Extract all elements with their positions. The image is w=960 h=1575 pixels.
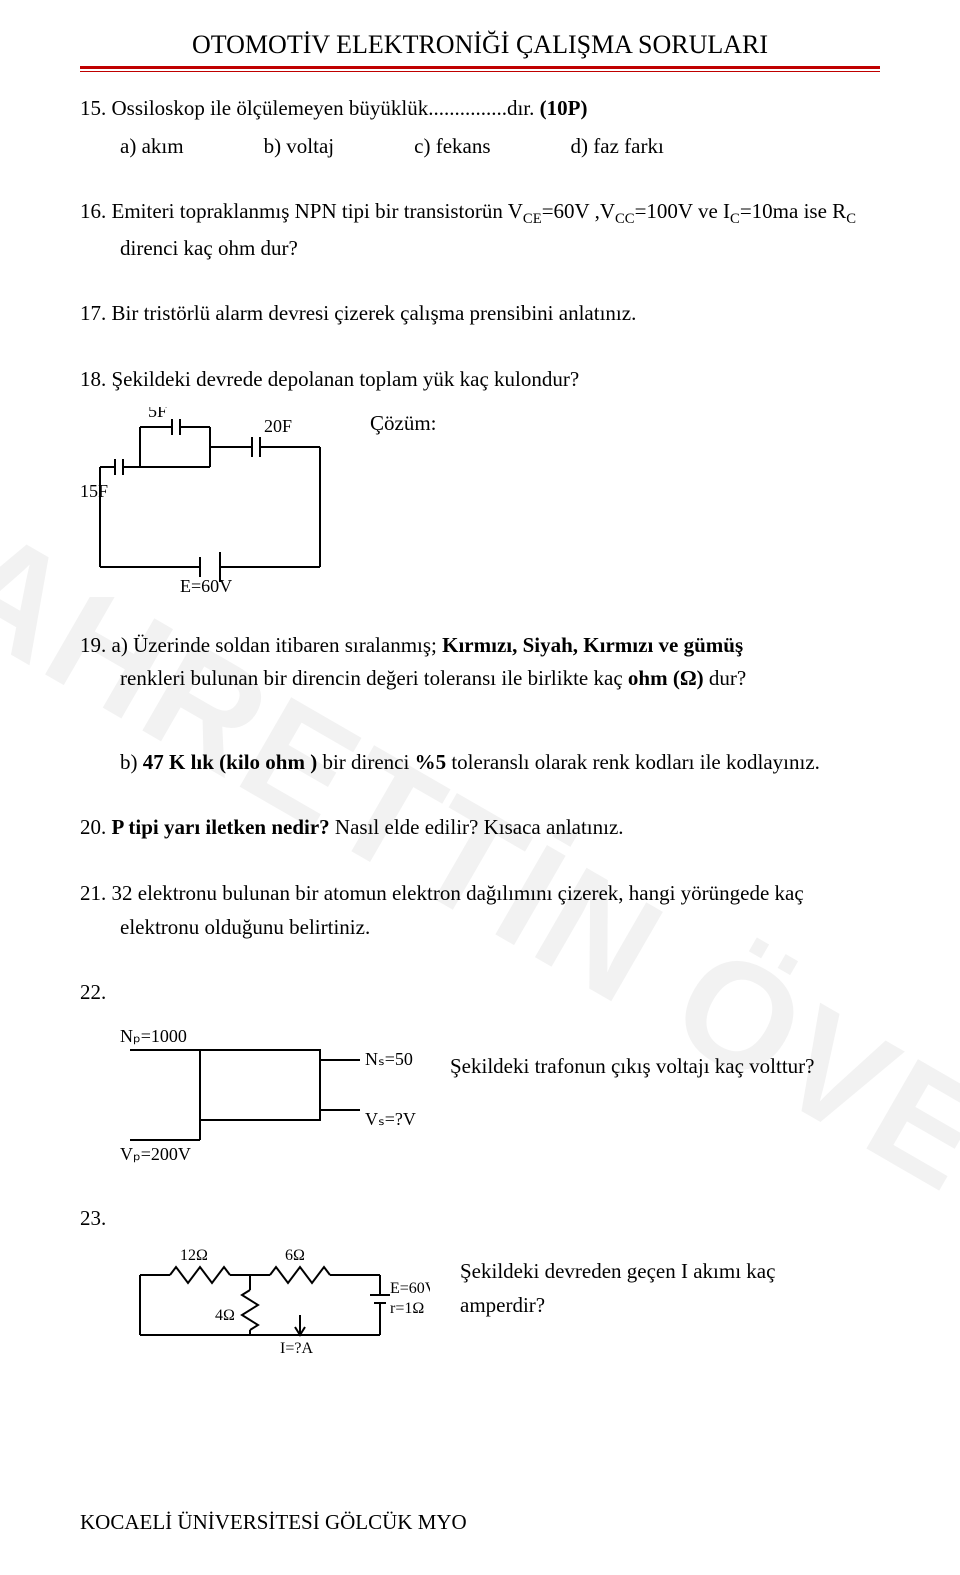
q18-circuit-diagram: 5F 20F 15F E=60V xyxy=(80,407,340,597)
q16-sub1: CE xyxy=(523,211,542,227)
q15-points: (10P) xyxy=(540,96,588,120)
q19-line2b: dur? xyxy=(704,666,747,690)
q16-mid3: =10ma ise R xyxy=(740,199,846,223)
footer-text: KOCAELİ ÜNİVERSİTESİ GÖLCÜK MYO xyxy=(80,1510,467,1535)
q22-vs: Vₛ=?V xyxy=(365,1109,416,1129)
q18-c15f: 15F xyxy=(80,481,108,501)
q20-num: 20. xyxy=(80,815,106,839)
q22-vp: Vₚ=200V xyxy=(120,1144,191,1164)
q23-circuit-diagram: 12Ω 6Ω 4Ω I=?A E=60V r=1Ω xyxy=(120,1245,430,1365)
q23-r4: 4Ω xyxy=(215,1307,235,1324)
q15-opt-a: a) akım xyxy=(120,130,184,164)
q18-c5f: 5F xyxy=(148,407,167,421)
q19-b-pre: b) xyxy=(120,750,143,774)
q19-num: 19. xyxy=(80,633,106,657)
q19-b-bold1: 47 K lık (kilo ohm ) xyxy=(143,750,317,774)
q20-tail: Nasıl elde edilir? Kısaca anlatınız. xyxy=(330,815,624,839)
q21-l1: 32 elektronu bulunan bir atomun elektron… xyxy=(112,881,804,905)
q22-np: Nₚ=1000 xyxy=(120,1030,187,1046)
q15-stem: Ossiloskop ile ölçülemeyen büyüklük.....… xyxy=(112,96,535,120)
q16-sub2: CC xyxy=(615,211,635,227)
q16-sub3: C xyxy=(730,211,740,227)
q16-pre: Emiteri topraklanmış NPN tipi bir transi… xyxy=(112,199,523,223)
q18-e: E=60V xyxy=(180,576,232,596)
q23-e: E=60V xyxy=(390,1280,430,1297)
q22-side-text: Şekildeki trafonun çıkış voltajı kaç vol… xyxy=(450,1030,815,1084)
q15-opt-c: c) fekans xyxy=(414,130,490,164)
question-18: 18. Şekildeki devrede depolanan toplam y… xyxy=(80,363,880,597)
q16-sub4: C xyxy=(846,211,856,227)
q23-r6: 6Ω xyxy=(285,1247,305,1264)
header-rule-thick xyxy=(80,66,880,69)
q18-text: Şekildeki devrede depolanan toplam yük k… xyxy=(112,367,580,391)
q22-num: 22. xyxy=(80,980,106,1004)
question-15: 15. Ossiloskop ile ölçülemeyen büyüklük.… xyxy=(80,92,880,163)
q22-transformer-diagram: Nₚ=1000 Nₛ=50 Vₚ=200V Vₛ=?V xyxy=(120,1030,420,1170)
q23-i: I=?A xyxy=(280,1340,313,1357)
question-17: 17. Bir tristörlü alarm devresi çizerek … xyxy=(80,297,880,331)
question-19: 19. a) Üzerinde soldan itibaren sıralanm… xyxy=(80,629,880,780)
q15-num: 15. xyxy=(80,96,106,120)
question-20: 20. P tipi yarı iletken nedir? Nasıl eld… xyxy=(80,811,880,845)
q16-num: 16. xyxy=(80,199,106,223)
question-16: 16. Emiteri topraklanmış NPN tipi bir tr… xyxy=(80,195,880,265)
header-rule-thin xyxy=(80,71,880,72)
q19-b-bold2: %5 xyxy=(415,750,447,774)
q16-tail: direnci kaç ohm dur? xyxy=(120,236,298,260)
q18-cozum: Çözüm: xyxy=(360,407,437,441)
q19-bold1: Kırmızı, Siyah, Kırmızı ve gümüş xyxy=(442,633,743,657)
q18-num: 18. xyxy=(80,367,106,391)
page-title: OTOMOTİV ELEKTRONİĞİ ÇALIŞMA SORULARI xyxy=(80,30,880,60)
q22-ns: Nₛ=50 xyxy=(365,1049,413,1069)
question-21: 21. 32 elektronu bulunan bir atomun elek… xyxy=(80,877,880,944)
q16-mid2: =100V ve I xyxy=(635,199,730,223)
q19-b-tail: toleranslı olarak renk kodları ile kodla… xyxy=(446,750,820,774)
question-22: 22. Nₚ=1000 Nₛ=50 Vₚ=200V Vₛ=?V xyxy=(80,976,880,1170)
q19-line2a: renkleri bulunan bir direncin değeri tol… xyxy=(120,666,628,690)
q19-bold2: ohm (Ω) xyxy=(628,666,704,690)
q23-r1: r=1Ω xyxy=(390,1300,424,1317)
q18-c20f: 20F xyxy=(264,416,292,436)
q20-bold: P tipi yarı iletken nedir? xyxy=(112,815,330,839)
q23-side-text: Şekildeki devreden geçen I akımı kaç amp… xyxy=(460,1245,820,1322)
q19-b-mid: bir direnci xyxy=(317,750,414,774)
q16-mid1: =60V ,V xyxy=(542,199,615,223)
q21-l2: elektronu olduğunu belirtiniz. xyxy=(120,915,370,939)
q15-opt-d: d) faz farkı xyxy=(571,130,664,164)
q23-num: 23. xyxy=(80,1206,106,1230)
q15-opt-b: b) voltaj xyxy=(264,130,335,164)
q19-a-text: a) Üzerinde soldan itibaren sıralanmış; xyxy=(112,633,443,657)
q17-text: Bir tristörlü alarm devresi çizerek çalı… xyxy=(112,301,637,325)
q17-num: 17. xyxy=(80,301,106,325)
q23-r12: 12Ω xyxy=(180,1247,208,1264)
q21-num: 21. xyxy=(80,881,106,905)
question-23: 23. xyxy=(80,1202,880,1366)
